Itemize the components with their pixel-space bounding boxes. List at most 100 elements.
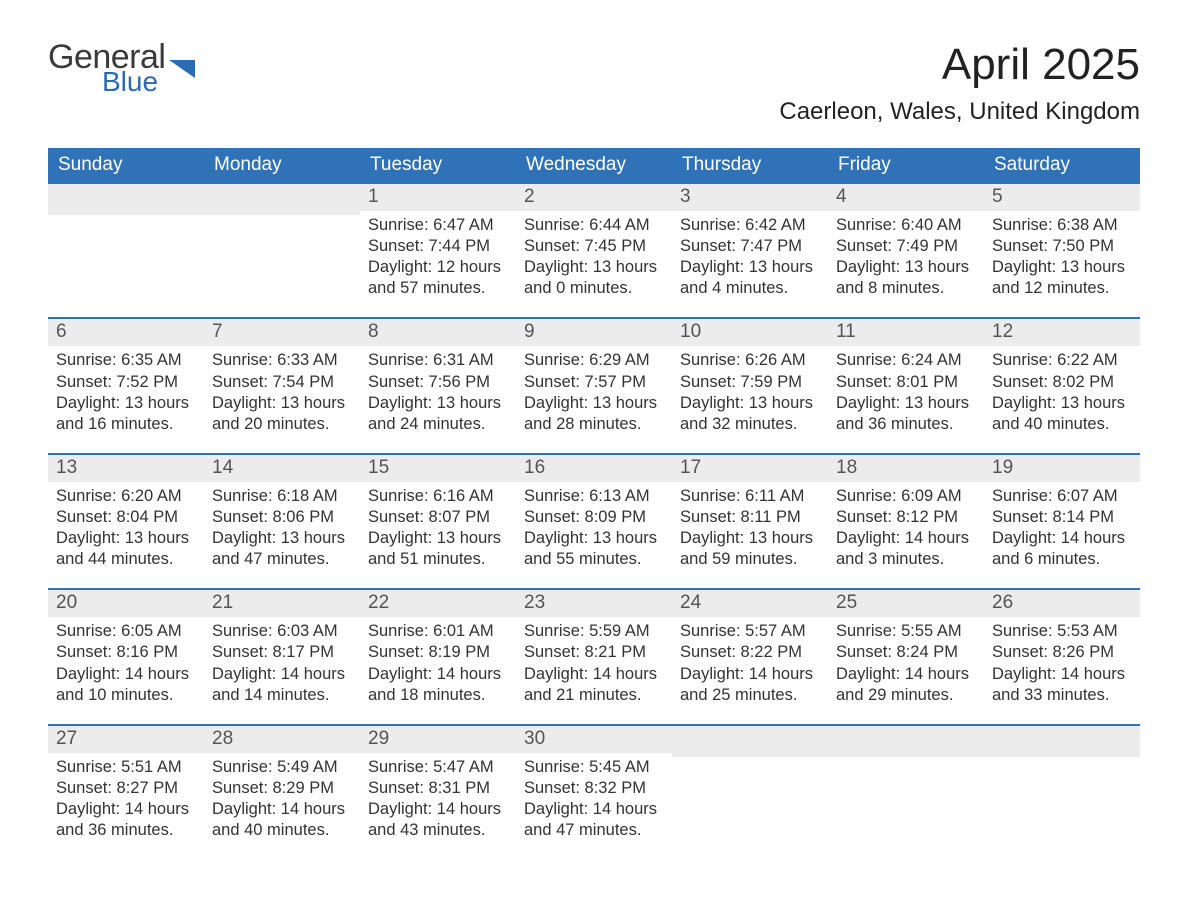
calendar-day: 20Sunrise: 6:05 AMSunset: 8:16 PMDayligh… [48, 590, 204, 709]
day-number [984, 726, 1140, 757]
sunrise-text: Sunrise: 5:53 AM [992, 621, 1132, 642]
sunset-text: Sunset: 7:44 PM [368, 236, 508, 257]
sunset-text: Sunset: 8:21 PM [524, 642, 664, 663]
daylight-line-1: Daylight: 13 hours [524, 393, 664, 414]
calendar-week: 20Sunrise: 6:05 AMSunset: 8:16 PMDayligh… [48, 588, 1140, 709]
calendar-day: 14Sunrise: 6:18 AMSunset: 8:06 PMDayligh… [204, 455, 360, 574]
daylight-line-2: and 29 minutes. [836, 685, 976, 706]
daylight-line-2: and 57 minutes. [368, 278, 508, 299]
calendar-day: 22Sunrise: 6:01 AMSunset: 8:19 PMDayligh… [360, 590, 516, 709]
sunrise-text: Sunrise: 6:47 AM [368, 215, 508, 236]
brand-logo-text: General Blue [48, 40, 165, 96]
daylight-line-1: Daylight: 14 hours [212, 799, 352, 820]
sunset-text: Sunset: 7:59 PM [680, 372, 820, 393]
sunset-text: Sunset: 7:54 PM [212, 372, 352, 393]
page-header: General Blue April 2025 Caerleon, Wales,… [48, 40, 1140, 126]
day-details: Sunrise: 6:47 AMSunset: 7:44 PMDaylight:… [360, 211, 516, 303]
calendar-week: 6Sunrise: 6:35 AMSunset: 7:52 PMDaylight… [48, 317, 1140, 438]
sunrise-text: Sunrise: 6:40 AM [836, 215, 976, 236]
daylight-line-2: and 14 minutes. [212, 685, 352, 706]
calendar-day: 10Sunrise: 6:26 AMSunset: 7:59 PMDayligh… [672, 319, 828, 438]
daylight-line-2: and 20 minutes. [212, 414, 352, 435]
sunset-text: Sunset: 8:06 PM [212, 507, 352, 528]
sunrise-text: Sunrise: 5:47 AM [368, 757, 508, 778]
calendar-day: 27Sunrise: 5:51 AMSunset: 8:27 PMDayligh… [48, 726, 204, 845]
title-block: April 2025 Caerleon, Wales, United Kingd… [779, 40, 1140, 126]
sunrise-text: Sunrise: 6:24 AM [836, 350, 976, 371]
dow-monday: Monday [204, 148, 360, 184]
daylight-line-1: Daylight: 12 hours [368, 257, 508, 278]
day-details: Sunrise: 6:07 AMSunset: 8:14 PMDaylight:… [984, 482, 1140, 574]
sunrise-text: Sunrise: 6:13 AM [524, 486, 664, 507]
daylight-line-2: and 10 minutes. [56, 685, 196, 706]
day-details: Sunrise: 6:35 AMSunset: 7:52 PMDaylight:… [48, 346, 204, 438]
calendar-day: 3Sunrise: 6:42 AMSunset: 7:47 PMDaylight… [672, 184, 828, 303]
day-details: Sunrise: 6:42 AMSunset: 7:47 PMDaylight:… [672, 211, 828, 303]
sunset-text: Sunset: 8:32 PM [524, 778, 664, 799]
daylight-line-2: and 18 minutes. [368, 685, 508, 706]
sunrise-text: Sunrise: 5:51 AM [56, 757, 196, 778]
day-details: Sunrise: 6:18 AMSunset: 8:06 PMDaylight:… [204, 482, 360, 574]
day-number: 9 [516, 319, 672, 346]
daylight-line-1: Daylight: 13 hours [836, 393, 976, 414]
day-number: 6 [48, 319, 204, 346]
daylight-line-1: Daylight: 13 hours [368, 528, 508, 549]
calendar-day: 4Sunrise: 6:40 AMSunset: 7:49 PMDaylight… [828, 184, 984, 303]
sunset-text: Sunset: 8:26 PM [992, 642, 1132, 663]
daylight-line-1: Daylight: 14 hours [368, 664, 508, 685]
sunset-text: Sunset: 8:17 PM [212, 642, 352, 663]
calendar-day: 21Sunrise: 6:03 AMSunset: 8:17 PMDayligh… [204, 590, 360, 709]
dow-sunday: Sunday [48, 148, 204, 184]
calendar-day: 8Sunrise: 6:31 AMSunset: 7:56 PMDaylight… [360, 319, 516, 438]
daylight-line-1: Daylight: 13 hours [524, 257, 664, 278]
daylight-line-2: and 40 minutes. [212, 820, 352, 841]
sunrise-text: Sunrise: 6:03 AM [212, 621, 352, 642]
sunrise-text: Sunrise: 5:49 AM [212, 757, 352, 778]
calendar-day: 1Sunrise: 6:47 AMSunset: 7:44 PMDaylight… [360, 184, 516, 303]
flag-icon [169, 60, 195, 78]
daylight-line-2: and 32 minutes. [680, 414, 820, 435]
daylight-line-1: Daylight: 14 hours [524, 799, 664, 820]
day-details: Sunrise: 6:13 AMSunset: 8:09 PMDaylight:… [516, 482, 672, 574]
sunset-text: Sunset: 8:27 PM [56, 778, 196, 799]
day-details: Sunrise: 5:49 AMSunset: 8:29 PMDaylight:… [204, 753, 360, 845]
sunset-text: Sunset: 8:22 PM [680, 642, 820, 663]
sunrise-text: Sunrise: 6:38 AM [992, 215, 1132, 236]
sunrise-text: Sunrise: 6:01 AM [368, 621, 508, 642]
daylight-line-1: Daylight: 13 hours [680, 393, 820, 414]
daylight-line-1: Daylight: 13 hours [680, 257, 820, 278]
day-details: Sunrise: 5:53 AMSunset: 8:26 PMDaylight:… [984, 617, 1140, 709]
daylight-line-1: Daylight: 14 hours [836, 664, 976, 685]
day-details: Sunrise: 6:40 AMSunset: 7:49 PMDaylight:… [828, 211, 984, 303]
day-number: 4 [828, 184, 984, 211]
daylight-line-2: and 16 minutes. [56, 414, 196, 435]
daylight-line-2: and 43 minutes. [368, 820, 508, 841]
dow-friday: Friday [828, 148, 984, 184]
sunset-text: Sunset: 8:14 PM [992, 507, 1132, 528]
sunset-text: Sunset: 8:19 PM [368, 642, 508, 663]
sunrise-text: Sunrise: 6:42 AM [680, 215, 820, 236]
daylight-line-1: Daylight: 14 hours [56, 664, 196, 685]
day-number: 2 [516, 184, 672, 211]
calendar-day: 5Sunrise: 6:38 AMSunset: 7:50 PMDaylight… [984, 184, 1140, 303]
daylight-line-1: Daylight: 13 hours [56, 528, 196, 549]
sunrise-text: Sunrise: 6:20 AM [56, 486, 196, 507]
day-number: 18 [828, 455, 984, 482]
daylight-line-2: and 44 minutes. [56, 549, 196, 570]
calendar-day [828, 726, 984, 845]
sunrise-text: Sunrise: 5:55 AM [836, 621, 976, 642]
day-number: 26 [984, 590, 1140, 617]
day-details: Sunrise: 6:05 AMSunset: 8:16 PMDaylight:… [48, 617, 204, 709]
daylight-line-1: Daylight: 14 hours [368, 799, 508, 820]
day-number: 12 [984, 319, 1140, 346]
calendar-day: 16Sunrise: 6:13 AMSunset: 8:09 PMDayligh… [516, 455, 672, 574]
sunrise-text: Sunrise: 6:18 AM [212, 486, 352, 507]
day-number: 13 [48, 455, 204, 482]
sunset-text: Sunset: 8:31 PM [368, 778, 508, 799]
day-details: Sunrise: 5:47 AMSunset: 8:31 PMDaylight:… [360, 753, 516, 845]
calendar-day: 19Sunrise: 6:07 AMSunset: 8:14 PMDayligh… [984, 455, 1140, 574]
daylight-line-2: and 40 minutes. [992, 414, 1132, 435]
calendar-day: 29Sunrise: 5:47 AMSunset: 8:31 PMDayligh… [360, 726, 516, 845]
day-details: Sunrise: 6:11 AMSunset: 8:11 PMDaylight:… [672, 482, 828, 574]
daylight-line-2: and 4 minutes. [680, 278, 820, 299]
